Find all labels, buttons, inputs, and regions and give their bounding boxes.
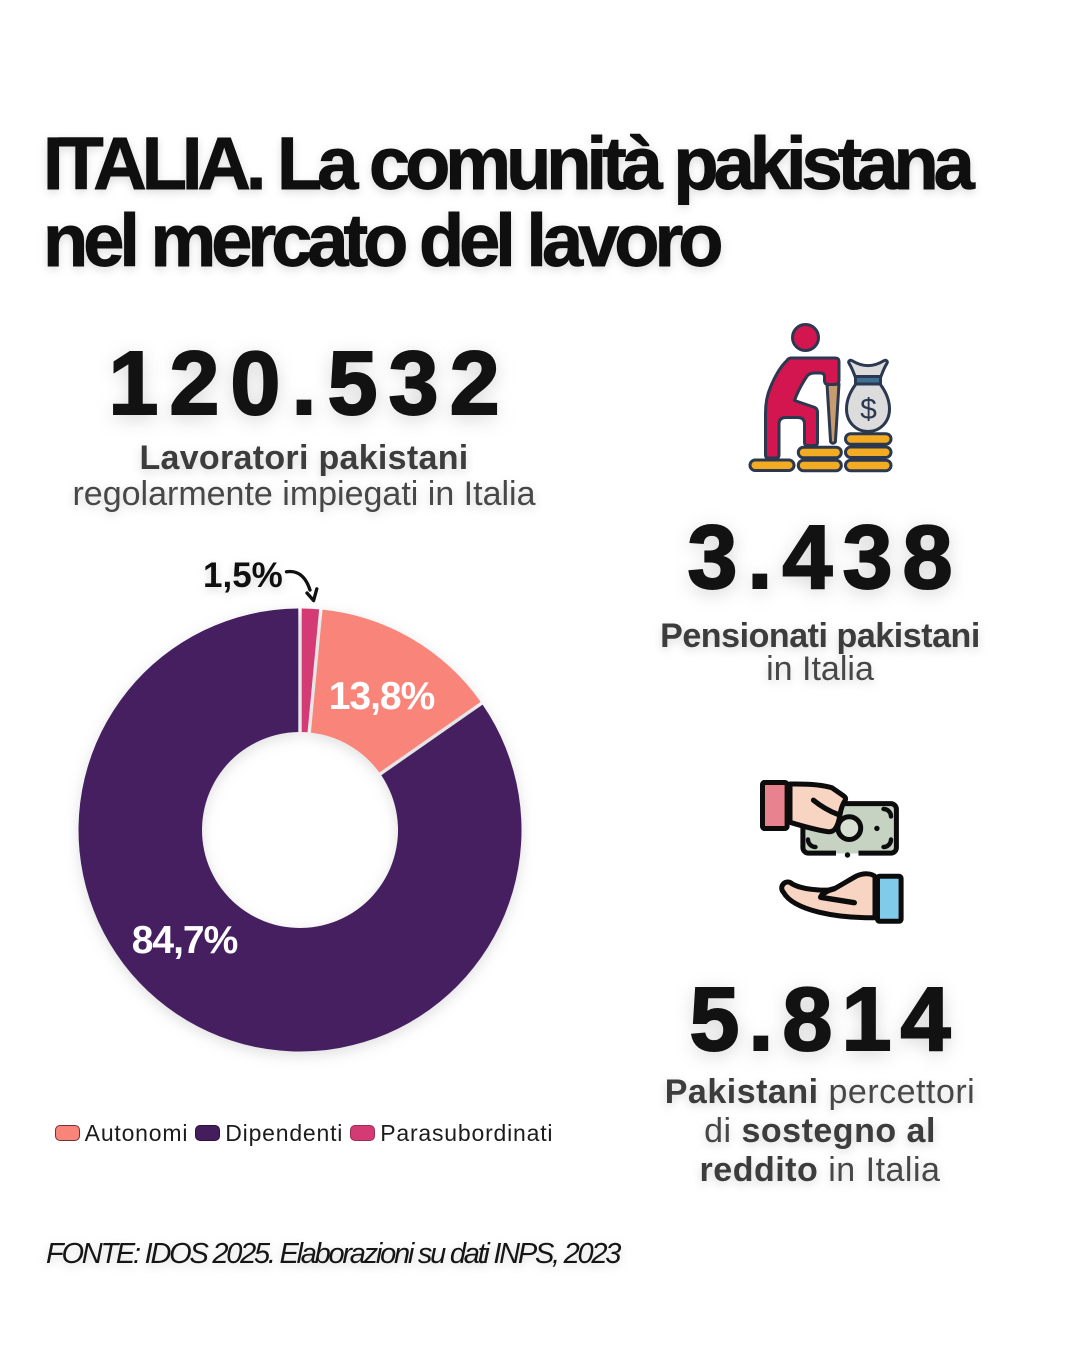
- svg-text:$: $: [860, 393, 877, 426]
